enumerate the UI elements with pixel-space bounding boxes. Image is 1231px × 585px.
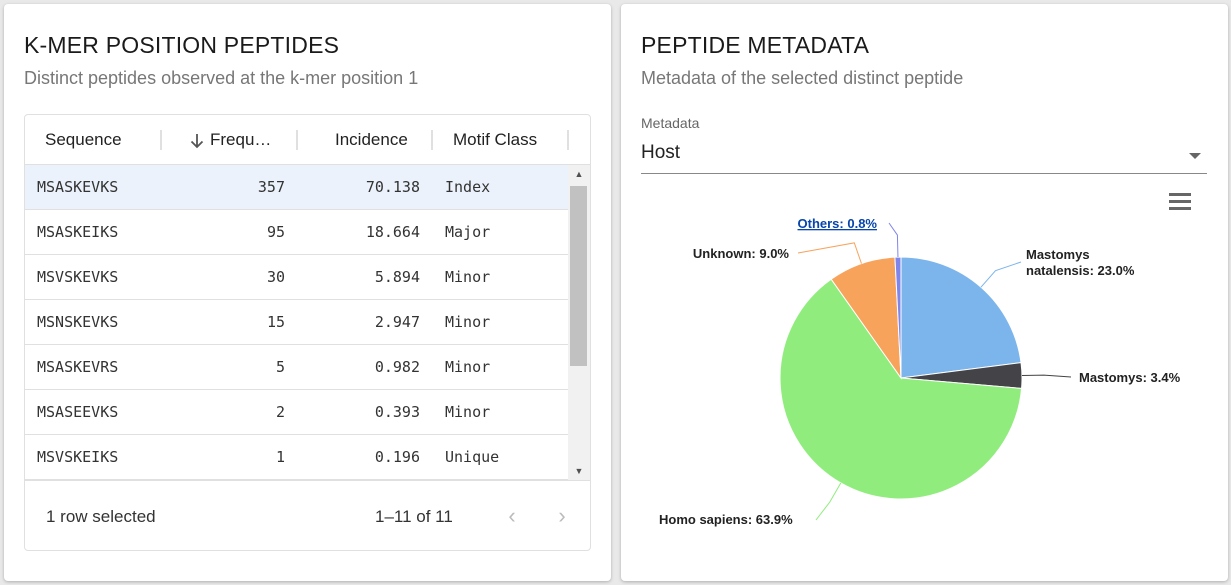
pie-data-label: Mastomys natalensis: 23.0% bbox=[1026, 247, 1135, 278]
cell-frequency: 95 bbox=[266, 223, 285, 241]
cell-frequency: 2 bbox=[275, 403, 285, 421]
metadata-select-label: Metadata bbox=[641, 115, 700, 131]
cell-motif-class: Index bbox=[445, 178, 491, 196]
arrow-down-icon bbox=[190, 133, 204, 148]
pie-data-label: Unknown: 9.0% bbox=[693, 246, 790, 261]
cell-motif-class: Minor bbox=[445, 268, 491, 286]
pie-connector-line bbox=[888, 222, 899, 258]
host-pie-chart: Mastomys natalensis: 23.0% Mastomys: 3.4% H… bbox=[659, 216, 1181, 527]
kmer-peptides-card: K-MER POSITION PEPTIDES Distinct peptide… bbox=[4, 4, 611, 581]
kmer-peptides-title: K-MER POSITION PEPTIDES bbox=[24, 32, 340, 58]
cell-sequence: MSVSKEVKS bbox=[37, 268, 119, 286]
pie-data-label: Homo sapiens: 63.9% bbox=[659, 512, 793, 527]
pie-data-label: Mastomys: 3.4% bbox=[1079, 370, 1181, 385]
pie-connector-line bbox=[797, 242, 862, 264]
cell-motif-class: Minor bbox=[445, 403, 491, 421]
selected-row-count: 1 row selected bbox=[46, 507, 156, 526]
cell-sequence: MSNSKEVKS bbox=[37, 313, 119, 331]
cell-frequency: 15 bbox=[266, 313, 285, 331]
pie-slice[interactable] bbox=[894, 256, 902, 379]
previous-page-button[interactable]: ‹ bbox=[508, 503, 516, 528]
table-row[interactable]: MSVSKEIKS 1 0.196 Unique bbox=[25, 435, 568, 480]
scroll-down-arrow-icon[interactable]: ▼ bbox=[574, 466, 584, 476]
pagination-range: 1–11 of 11 bbox=[375, 507, 453, 526]
peptide-metadata-title: PEPTIDE METADATA bbox=[641, 32, 870, 58]
table-header: Sequence Frequ… Incidence Motif Class bbox=[25, 115, 590, 165]
hamburger-menu-icon[interactable] bbox=[1169, 193, 1191, 211]
pie-slice[interactable] bbox=[779, 278, 1023, 500]
column-header-frequency-label: Frequ… bbox=[210, 130, 272, 149]
table-row[interactable]: MSNSKEVKS 15 2.947 Minor bbox=[25, 300, 568, 345]
pie-connector-line bbox=[1021, 374, 1072, 378]
table-row[interactable]: MSASKEIKS 95 18.664 Major bbox=[25, 210, 568, 255]
cell-incidence: 70.138 bbox=[365, 178, 420, 196]
pie-slice[interactable] bbox=[900, 256, 1022, 379]
peptide-metadata-subtitle: Metadata of the selected distinct peptid… bbox=[641, 68, 964, 88]
column-header-motif-class[interactable]: Motif Class bbox=[453, 130, 538, 149]
cell-incidence: 2.947 bbox=[374, 313, 420, 331]
peptides-table: Sequence Frequ… Incidence Motif Class MS… bbox=[24, 114, 591, 551]
peptide-metadata-card: PEPTIDE METADATA Metadata of the selecte… bbox=[621, 4, 1228, 581]
table-row[interactable]: MSASKEVKS 357 70.138 Index bbox=[25, 165, 568, 210]
column-header-frequency[interactable]: Frequ… bbox=[190, 115, 271, 165]
column-separator[interactable] bbox=[431, 130, 433, 150]
cell-incidence: 5.894 bbox=[374, 268, 420, 286]
column-separator[interactable] bbox=[160, 130, 162, 150]
cell-frequency: 357 bbox=[257, 178, 285, 196]
cell-frequency: 30 bbox=[266, 268, 285, 286]
cell-frequency: 1 bbox=[275, 448, 285, 466]
kmer-peptides-subtitle: Distinct peptides observed at the k-mer … bbox=[24, 68, 419, 88]
column-header-sequence[interactable]: Sequence bbox=[45, 130, 122, 149]
cell-motif-class: Minor bbox=[445, 313, 491, 331]
table-body: MSASKEVKS 357 70.138 Index MSASKEIKS 95 18.664… bbox=[25, 165, 568, 480]
cell-incidence: 0.393 bbox=[374, 403, 420, 421]
pie-data-label[interactable]: Others: 0.8% bbox=[798, 216, 878, 231]
cell-sequence: MSASKEIKS bbox=[37, 223, 119, 241]
column-separator[interactable] bbox=[567, 130, 569, 150]
table-footer: 1 row selected 1–11 of 11 ‹ › bbox=[25, 480, 590, 550]
cell-motif-class: Unique bbox=[445, 448, 500, 466]
pie-connector-line bbox=[980, 261, 1022, 288]
metadata-select[interactable]: Host bbox=[641, 138, 1207, 174]
column-header-incidence[interactable]: Incidence bbox=[335, 130, 408, 149]
cell-sequence: MSVSKEIKS bbox=[37, 448, 119, 466]
cell-incidence: 18.664 bbox=[365, 223, 420, 241]
cell-motif-class: Major bbox=[445, 223, 491, 241]
scroll-up-arrow-icon[interactable]: ▲ bbox=[574, 169, 584, 179]
cell-frequency: 5 bbox=[275, 358, 285, 376]
cell-sequence: MSASKEVKS bbox=[37, 178, 119, 196]
metadata-select-value: Host bbox=[641, 142, 681, 163]
table-row[interactable]: MSASKEVRS 5 0.982 Minor bbox=[25, 345, 568, 390]
cell-sequence: MSASEEVKS bbox=[37, 403, 119, 421]
scroll-thumb[interactable] bbox=[570, 186, 587, 366]
pie-connector-line bbox=[815, 482, 842, 521]
table-row[interactable]: MSVSKEVKS 30 5.894 Minor bbox=[25, 255, 568, 300]
cell-incidence: 0.982 bbox=[374, 358, 420, 376]
cell-sequence: MSASKEVRS bbox=[37, 358, 119, 376]
cell-incidence: 0.196 bbox=[374, 448, 420, 466]
column-separator[interactable] bbox=[296, 130, 298, 150]
chevron-down-icon[interactable] bbox=[1189, 153, 1201, 159]
next-page-button[interactable]: › bbox=[558, 503, 566, 528]
table-scrollbar[interactable]: ▲ ▼ bbox=[568, 165, 590, 480]
table-row[interactable]: MSASEEVKS 2 0.393 Minor bbox=[25, 390, 568, 435]
cell-motif-class: Minor bbox=[445, 358, 491, 376]
